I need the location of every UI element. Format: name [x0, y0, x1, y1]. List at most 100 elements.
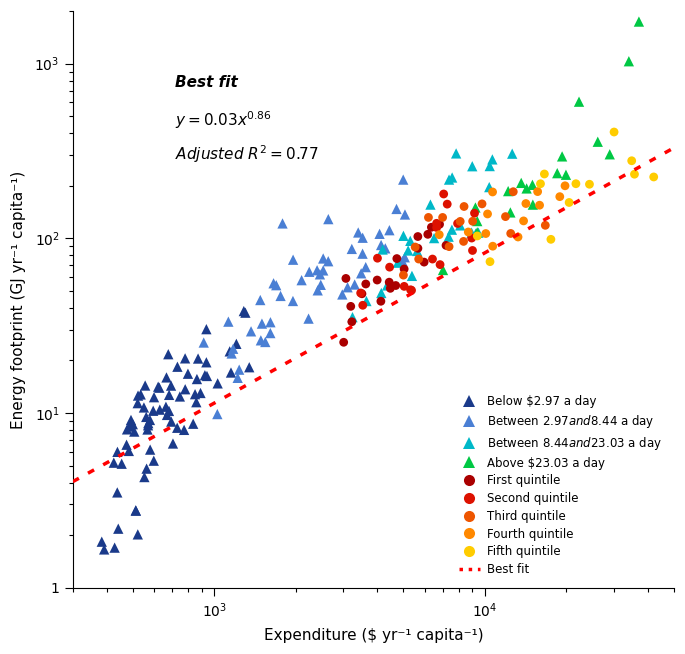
Point	[345, 301, 356, 311]
Point	[410, 242, 421, 252]
Point	[444, 175, 455, 185]
Point	[121, 439, 132, 450]
Point	[477, 199, 488, 209]
Point	[532, 186, 543, 197]
Point	[405, 235, 416, 246]
Point	[584, 179, 595, 190]
Point	[384, 277, 395, 287]
Point	[406, 271, 417, 281]
Point	[447, 172, 458, 182]
Point	[406, 285, 417, 296]
Point	[455, 220, 466, 231]
Point	[179, 384, 190, 394]
Point	[455, 216, 466, 227]
Point	[265, 317, 276, 328]
Point	[188, 419, 199, 429]
Point	[268, 278, 279, 288]
Point	[438, 265, 449, 275]
Point	[121, 424, 132, 435]
Point	[192, 353, 203, 364]
Legend: Below $2.97 a day, Between $2.97 and $8.44 a day, Between $8.44 and $23.03 a day: Below $2.97 a day, Between $2.97 and $8.…	[453, 390, 668, 582]
Point	[423, 229, 434, 239]
Point	[412, 243, 423, 254]
Point	[303, 313, 314, 324]
Point	[398, 175, 409, 185]
Point	[375, 240, 386, 250]
Point	[467, 245, 478, 256]
Point	[124, 421, 135, 432]
Point	[458, 201, 469, 212]
Point	[142, 420, 153, 430]
Point	[458, 236, 469, 247]
Point	[434, 260, 445, 270]
Point	[484, 161, 495, 171]
Y-axis label: Energy footprint (GJ yr⁻¹ capita⁻¹): Energy footprint (GJ yr⁻¹ capita⁻¹)	[11, 170, 26, 428]
Point	[127, 419, 138, 430]
Point	[377, 245, 388, 255]
Point	[154, 404, 165, 415]
X-axis label: Expenditure ($ yr⁻¹ capita⁻¹): Expenditure ($ yr⁻¹ capita⁻¹)	[264, 628, 483, 643]
Point	[323, 214, 334, 224]
Point	[142, 424, 153, 435]
Point	[399, 252, 410, 262]
Point	[500, 211, 511, 222]
Point	[440, 240, 451, 250]
Point	[223, 317, 234, 327]
Point	[426, 222, 437, 232]
Point	[162, 409, 173, 420]
Point	[357, 233, 368, 243]
Point	[161, 372, 172, 383]
Point	[437, 212, 448, 222]
Point	[148, 405, 159, 416]
Point	[356, 288, 366, 298]
Point	[451, 148, 462, 159]
Point	[413, 254, 424, 264]
Point	[175, 391, 186, 402]
Point	[434, 230, 445, 240]
Point	[412, 246, 423, 256]
Point	[338, 337, 349, 347]
Point	[191, 397, 202, 407]
Point	[303, 267, 314, 277]
Point	[398, 231, 409, 241]
Point	[265, 328, 276, 338]
Point	[372, 253, 383, 264]
Point	[374, 229, 385, 239]
Point	[256, 335, 266, 345]
Point	[125, 415, 136, 425]
Point	[145, 415, 155, 425]
Point	[604, 149, 615, 160]
Point	[256, 318, 267, 329]
Point	[255, 295, 266, 305]
Point	[466, 161, 477, 171]
Point	[516, 178, 527, 188]
Point	[314, 269, 325, 279]
Point	[135, 389, 146, 400]
Point	[527, 180, 538, 190]
Point	[375, 296, 386, 307]
Point	[160, 402, 171, 412]
Point	[539, 169, 550, 179]
Point	[275, 291, 286, 301]
Point	[521, 183, 532, 194]
Point	[399, 209, 410, 220]
Point	[238, 306, 249, 317]
Point	[560, 181, 571, 191]
Point	[179, 353, 190, 364]
Point	[508, 186, 519, 197]
Point	[506, 228, 516, 239]
Point	[130, 505, 141, 515]
Point	[357, 249, 368, 259]
Point	[469, 208, 480, 218]
Point	[212, 378, 223, 388]
Point	[347, 244, 358, 254]
Point	[347, 312, 358, 322]
Text: $y = 0.03x^{0.86}$: $y = 0.03x^{0.86}$	[175, 109, 272, 131]
Point	[376, 288, 387, 298]
Point	[443, 232, 454, 242]
Point	[518, 216, 529, 226]
Point	[480, 228, 491, 239]
Point	[472, 216, 483, 226]
Point	[564, 198, 575, 208]
Point	[507, 148, 518, 159]
